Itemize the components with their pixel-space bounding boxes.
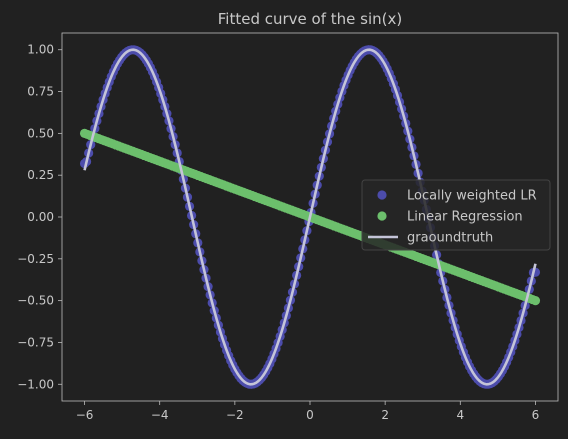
y-tick-label: 0.50 <box>27 126 54 140</box>
legend-marker <box>377 211 387 221</box>
y-tick-label: 1.00 <box>27 43 54 57</box>
legend-label: Linear Regression <box>407 210 523 225</box>
y-tick-label: 0.25 <box>27 168 54 182</box>
x-tick-label: 4 <box>456 408 464 422</box>
legend-box <box>361 179 551 251</box>
legend-label: graoundtruth <box>407 231 493 246</box>
y-tick-label: −0.75 <box>17 335 54 349</box>
legend: Locally weighted LR Linear Regression grao… <box>361 179 551 251</box>
x-tick-label: 2 <box>381 408 389 422</box>
y-tick-label: 0.00 <box>27 210 54 224</box>
chart-title: Fitted curve of the sin(x) <box>218 10 402 28</box>
x-tick-label: −6 <box>76 408 94 422</box>
x-tick-label: −2 <box>226 408 244 422</box>
lr-point <box>530 296 541 306</box>
legend-marker <box>377 190 387 200</box>
x-tick-label: 0 <box>306 408 314 422</box>
y-tick-label: −1.00 <box>17 377 54 391</box>
y-tick-label: −0.50 <box>17 294 54 308</box>
x-tick-label: −4 <box>151 408 169 422</box>
legend-label: Locally weighted LR <box>407 189 537 204</box>
axis-ticks: −6 −4 −2 0 2 4 6 −1.00 −0.75 −0.50 −0.25 0.00 0.25 0.… <box>17 43 539 422</box>
y-tick-label: 0.75 <box>27 85 54 99</box>
y-tick-label: −0.25 <box>17 252 54 266</box>
x-tick-label: 6 <box>532 408 540 422</box>
groundtruth-line <box>83 48 537 386</box>
